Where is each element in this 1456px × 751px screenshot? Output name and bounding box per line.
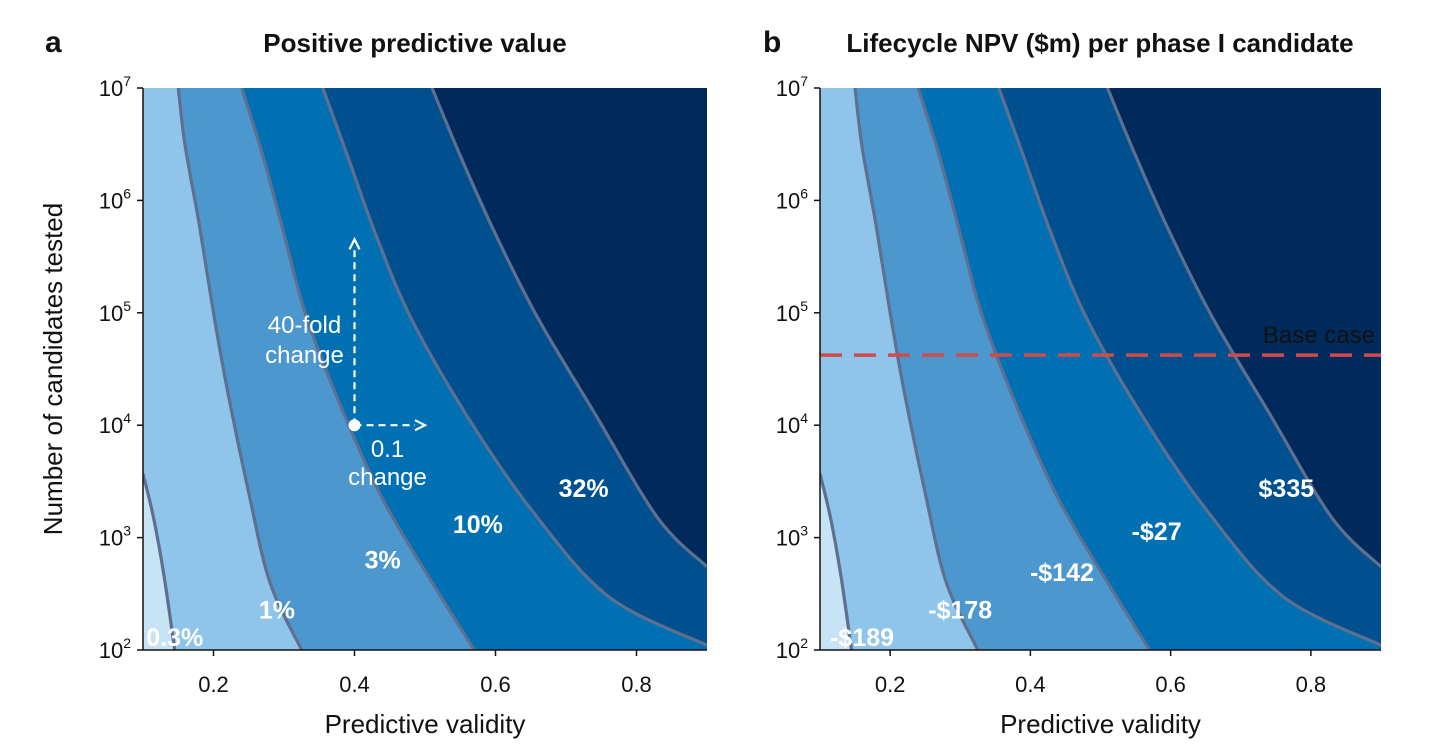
contour-line-4 [321,88,707,647]
y-tick-base: 10 [99,188,123,213]
plot-area [820,88,1381,650]
contour-line-1 [820,473,854,650]
y-axis-label: Number of candidates tested [38,203,68,535]
y-tick-exponent: 3 [800,523,808,539]
contour-label: 0.3% [146,624,203,652]
contour-label: -$178 [928,597,992,625]
y-tick-label: 107 [99,73,131,101]
y-tick-label: 105 [776,298,808,326]
panel-letter: a [45,26,62,59]
contour-line-1 [143,473,177,650]
panel-b: Base case -$189 -$178 -$142 -$27 $335 0.2 0.4 0.… [763,26,1381,739]
contour-label: -$27 [1132,518,1182,546]
x-tick-label: 0.2 [875,672,906,697]
y-tick-exponent: 7 [123,73,131,89]
y-tick-label: 105 [99,298,131,326]
y-tick-label: 103 [776,523,808,551]
y-tick-exponent: 4 [800,410,808,426]
contour-label: 3% [365,547,401,575]
y-tick-base: 10 [99,638,123,663]
contour-label: $335 [1259,475,1315,503]
panel-title: Positive predictive value [263,28,566,58]
y-tick-base: 10 [776,188,800,213]
y-tick-exponent: 5 [123,298,131,314]
contour-line-4 [997,88,1381,647]
y-tick-base: 10 [99,301,123,326]
y-tick-exponent: 4 [123,410,131,426]
contour-label: -$142 [1030,559,1094,587]
contour-line-3 [916,88,1151,650]
band-5 [1107,88,1381,567]
horizontal-change-text: 0.1 [371,436,404,463]
base-case-label: Base case [1263,322,1375,349]
annotation-origin-dot [348,419,361,432]
y-tick-base: 10 [99,76,123,101]
y-tick-exponent: 2 [123,635,131,651]
contour-label: 10% [453,511,503,539]
x-tick-label: 0.4 [339,672,370,697]
y-tick-exponent: 5 [800,298,808,314]
contour-line-2 [176,88,304,650]
y-tick-exponent: 6 [800,185,808,201]
y-tick-exponent: 7 [800,73,808,89]
y-tick-label: 104 [99,410,131,438]
contour-label: 1% [259,597,295,625]
contour-line-3 [240,88,476,650]
y-tick-base: 10 [776,301,800,326]
x-tick-label: 0.6 [1155,672,1186,697]
y-tick-exponent: 3 [123,523,131,539]
contour-label: -$189 [830,624,894,652]
x-axis-label: Predictive validity [1000,709,1201,739]
plot-area [143,88,707,650]
y-tick-label: 107 [776,73,808,101]
x-tick-label: 0.6 [480,672,511,697]
y-tick-label: 102 [776,635,808,663]
y-tick-base: 10 [99,413,123,438]
y-tick-base: 10 [99,526,123,551]
contour-label: 32% [559,475,609,503]
horizontal-change-text: change [348,464,427,491]
arrow-right-head [414,419,428,432]
panel-title: Lifecycle NPV ($m) per phase I candidate [846,28,1353,58]
x-tick-label: 0.8 [1296,672,1327,697]
y-tick-label: 106 [776,185,808,213]
y-tick-label: 103 [99,523,131,551]
panel-letter: b [763,26,781,59]
arrow-up-head [348,236,361,250]
y-tick-base: 10 [776,76,800,101]
y-tick-base: 10 [776,638,800,663]
contour-line-2 [853,88,980,650]
y-tick-exponent: 6 [123,185,131,201]
x-axis-label: Predictive validity [325,709,526,739]
x-tick-label: 0.2 [198,672,229,697]
x-tick-label: 0.8 [621,672,652,697]
y-tick-label: 102 [99,635,131,663]
contour-line-5 [430,88,707,568]
vertical-change-text: change [265,342,344,369]
y-tick-exponent: 2 [800,635,808,651]
y-tick-base: 10 [776,413,800,438]
y-tick-label: 106 [99,185,131,213]
contour-line-5 [1106,88,1381,568]
y-tick-base: 10 [776,526,800,551]
vertical-change-text: 40-fold [268,312,341,339]
band-5 [432,88,707,567]
x-tick-label: 0.4 [1015,672,1046,697]
y-tick-label: 104 [776,410,808,438]
